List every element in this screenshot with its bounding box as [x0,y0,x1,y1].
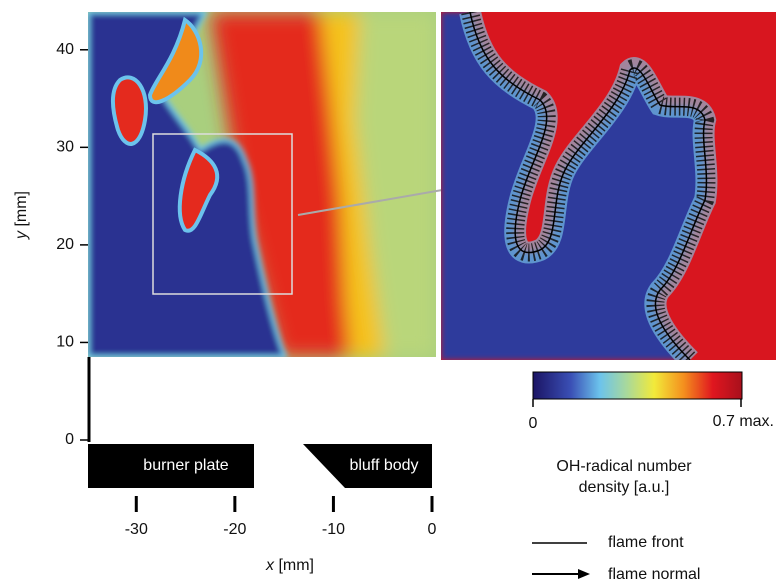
oh-image-left [88,12,436,357]
x-axis-var: x [265,557,275,574]
y-axis-title: y [mm] [13,191,30,240]
colorbar-min-label: 0 [529,415,538,432]
bluff-body-label: bluff body [349,457,418,474]
y-axis-var: y [13,230,30,240]
y-axis-unit: [mm] [13,191,30,227]
y-tick-label: 30 [56,139,74,156]
legend-arrow-head [578,569,590,579]
colorbar-max-label: 0.7 max. [713,413,774,430]
x-axis-title: x [mm] [265,557,314,574]
x-tick-label: -20 [223,521,246,538]
figure: burner plate bluff body y [mm] x [mm] 0 … [0,0,776,582]
y-tick-label: 40 [56,41,74,58]
y-tick-label: 10 [56,334,74,351]
burner-plate-label: burner plate [143,457,228,474]
oh-image-right [441,12,776,360]
legend-label: flame front [608,534,684,551]
colorbar [533,372,742,399]
x-tick-label: -30 [125,521,148,538]
colorbar-title: density [a.u.] [579,479,670,496]
x-tick-label: 0 [428,521,437,538]
y-tick-label: 20 [56,236,74,253]
y-tick-label: 0 [65,431,74,448]
x-tick-label: -10 [322,521,345,538]
legend-label: flame normal [608,566,700,582]
colorbar-title: OH-radical number [556,458,692,475]
x-axis-unit: [mm] [278,557,314,574]
